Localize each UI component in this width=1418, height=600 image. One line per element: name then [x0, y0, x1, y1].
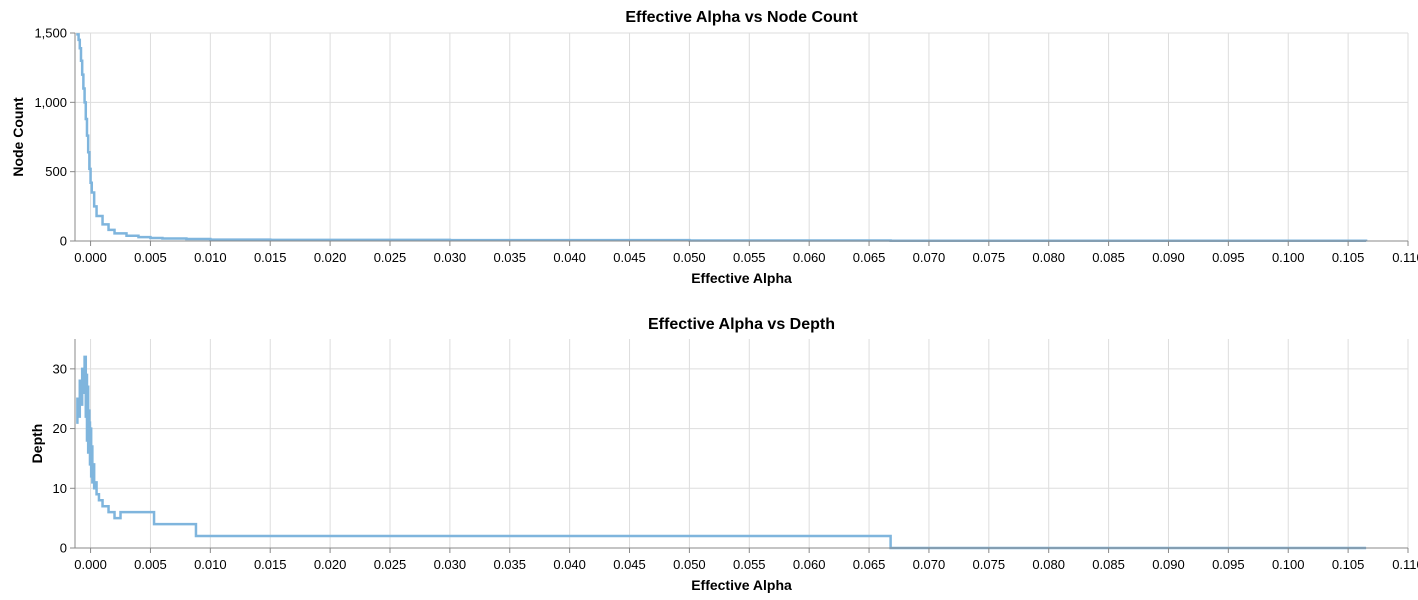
y-tick-label: 20: [53, 421, 67, 436]
x-tick-label: 0.045: [613, 250, 646, 265]
x-tick-label: 0.050: [673, 250, 706, 265]
x-tick-label: 0.100: [1272, 250, 1305, 265]
x-tick-label: 0.000: [74, 250, 107, 265]
x-tick-label: 0.095: [1212, 557, 1245, 572]
x-tick-label: 0.100: [1272, 557, 1305, 572]
y-tick-label: 0: [60, 234, 67, 249]
y-axis-title: Depth: [29, 424, 45, 464]
x-tick-label: 0.090: [1152, 250, 1185, 265]
x-tick-label: 0.050: [673, 557, 706, 572]
x-tick-label: 0.040: [553, 250, 586, 265]
x-tick-label: 0.035: [493, 557, 526, 572]
x-tick-label: 0.030: [434, 557, 467, 572]
y-tick-label: 1,500: [34, 26, 67, 41]
x-tick-label: 0.025: [374, 250, 407, 265]
x-tick-label: 0.070: [913, 557, 946, 572]
x-tick-label: 0.030: [434, 250, 467, 265]
series-line: [76, 33, 1368, 242]
x-tick-label: 0.065: [853, 557, 886, 572]
x-tick-label: 0.080: [1032, 250, 1065, 265]
x-tick-label: 0.055: [733, 557, 766, 572]
x-tick-label: 0.105: [1332, 557, 1365, 572]
x-tick-label: 0.070: [913, 250, 946, 265]
x-tick-label: 0.065: [853, 250, 886, 265]
x-tick-label: 0.080: [1032, 557, 1065, 572]
x-tick-label: 0.075: [973, 557, 1006, 572]
x-axis-title: Effective Alpha: [691, 270, 792, 286]
x-tick-label: 0.035: [493, 250, 526, 265]
chart-title: Effective Alpha vs Depth: [648, 316, 835, 333]
x-tick-label: 0.085: [1092, 557, 1125, 572]
x-axis-ticks: 0.000 0.005 0.010 0.015 0.020 0.025 0.030 0.035…: [74, 548, 1418, 572]
x-tick-label: 0.060: [793, 250, 826, 265]
x-tick-label: 0.010: [194, 557, 227, 572]
x-tick-label: 0.110: [1392, 250, 1418, 265]
x-tick-label: 0.025: [374, 557, 407, 572]
x-tick-label: 0.040: [553, 557, 586, 572]
chart-panel-depth: Effective Alpha vs Depth 0.000 0.005 0.010…: [29, 316, 1418, 593]
x-tick-label: 0.085: [1092, 250, 1125, 265]
grid: [75, 339, 1409, 549]
x-tick-label: 0.015: [254, 557, 287, 572]
y-axis-ticks: 0 10 20 30: [53, 361, 75, 556]
x-axis-ticks: 0.000 0.005 0.010 0.015 0.020 0.025 0.030 0.035…: [74, 241, 1418, 265]
x-axis-title: Effective Alpha: [691, 577, 792, 593]
x-tick-label: 0.055: [733, 250, 766, 265]
grid: [75, 32, 1409, 242]
x-tick-label: 0.020: [314, 250, 347, 265]
y-tick-label: 500: [45, 164, 67, 179]
x-tick-label: 0.005: [134, 250, 167, 265]
y-tick-label: 1,000: [34, 95, 67, 110]
y-tick-label: 30: [53, 361, 67, 376]
chart-panel-node-count: Effective Alpha vs Node Count 0.000 0.005…: [10, 9, 1418, 286]
x-tick-label: 0.010: [194, 250, 227, 265]
x-tick-label: 0.060: [793, 557, 826, 572]
x-tick-label: 0.020: [314, 557, 347, 572]
x-tick-label: 0.005: [134, 557, 167, 572]
x-tick-label: 0.110: [1392, 557, 1418, 572]
x-tick-label: 0.105: [1332, 250, 1365, 265]
x-tick-label: 0.095: [1212, 250, 1245, 265]
x-tick-label: 0.015: [254, 250, 287, 265]
x-tick-label: 0.090: [1152, 557, 1185, 572]
y-axis-ticks: 0 500 1,000 1,500: [34, 26, 75, 249]
y-tick-label: 10: [53, 481, 67, 496]
series-line: [76, 355, 1367, 550]
x-tick-label: 0.045: [613, 557, 646, 572]
y-tick-label: 0: [60, 541, 67, 556]
chart-title: Effective Alpha vs Node Count: [625, 9, 858, 26]
y-axis-title: Node Count: [10, 97, 26, 177]
x-tick-label: 0.000: [74, 557, 107, 572]
x-tick-label: 0.075: [973, 250, 1006, 265]
